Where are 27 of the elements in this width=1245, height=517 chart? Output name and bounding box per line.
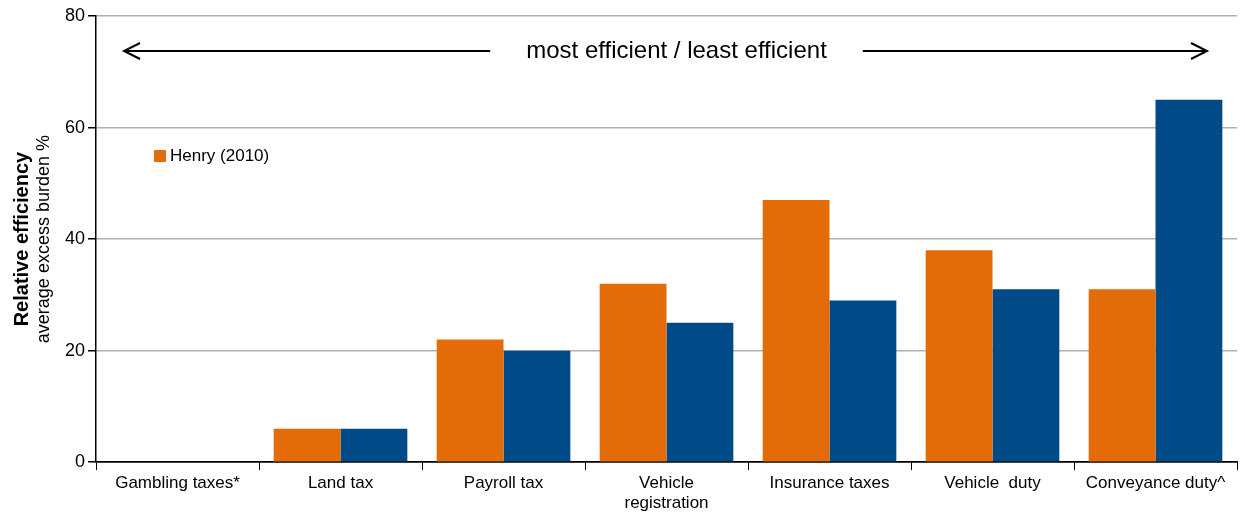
x-tick-label: Land tax: [307, 473, 374, 493]
bar: [925, 250, 993, 462]
bar: [1088, 289, 1156, 462]
x-tick-label: Gambling taxes*: [115, 473, 241, 493]
y-tick-label: 40: [64, 228, 86, 249]
bar: [599, 283, 667, 462]
bar: [829, 300, 897, 462]
bar: [992, 289, 1060, 462]
y-tick-label: 80: [64, 4, 86, 25]
y-axis-title: Relative efficiency average excess burden %: [9, 135, 53, 344]
bar: [436, 339, 504, 462]
annotation: most efficient / least efficient: [526, 35, 828, 63]
y-tick-label: 60: [64, 116, 86, 137]
x-tick-label: Insurance taxes: [769, 473, 890, 493]
bar: [503, 350, 571, 462]
bar: [273, 428, 341, 462]
y-tick-label: 20: [64, 339, 86, 360]
legend-label: Henry (2010): [170, 145, 270, 165]
x-tick-label: Vehicle duty: [944, 473, 1042, 493]
x-tick-label: Vehicle registration: [624, 473, 709, 513]
y-tick-label: 0: [75, 451, 86, 472]
x-tick-label: Conveyance duty^: [1085, 473, 1226, 493]
x-tick-label: Payroll tax: [463, 473, 544, 493]
bar: [340, 428, 408, 462]
bar: [666, 322, 734, 462]
bar: [762, 200, 830, 462]
bar: [1155, 99, 1223, 462]
